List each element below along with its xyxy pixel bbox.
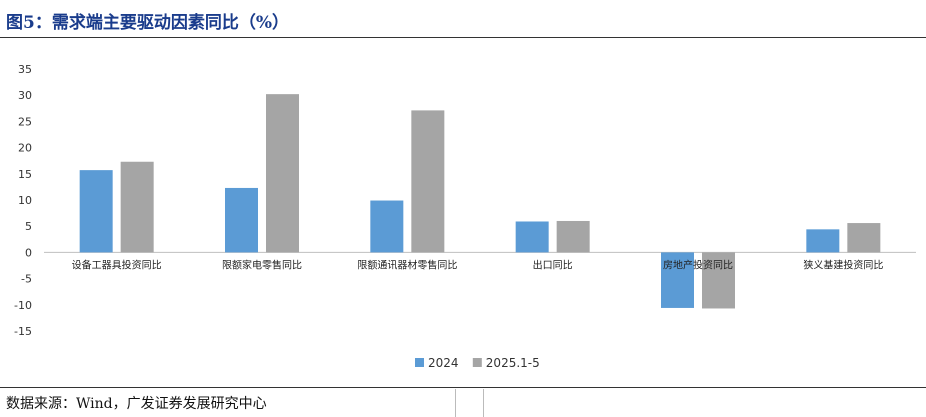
y-tick-label: 20 — [18, 142, 32, 155]
y-tick-label: 15 — [18, 168, 32, 181]
data-source-note: 数据来源：Wind，广发证券发展研究中心 — [6, 396, 267, 412]
category-label: 房地产投资同比 — [663, 258, 733, 271]
category-label: 出口同比 — [533, 258, 573, 271]
bar-2024 — [806, 229, 840, 253]
bar-2024 — [79, 170, 113, 253]
category-label: 限额通讯器材零售同比 — [357, 258, 457, 271]
bar-2025.1-5 — [120, 161, 154, 253]
y-tick-label: 30 — [18, 89, 32, 102]
bar-2024 — [661, 252, 694, 308]
y-tick-label: 35 — [18, 63, 32, 76]
y-tick-label: 5 — [25, 220, 32, 233]
y-tick-label: -10 — [14, 299, 32, 312]
bar-2025.1-5 — [411, 110, 445, 253]
bar-2024 — [515, 221, 549, 253]
bar-2025.1-5 — [266, 94, 299, 253]
y-tick-label: 0 — [25, 246, 32, 259]
legend-label: 2025.1-5 — [486, 356, 540, 370]
bar-2025.1-5 — [702, 252, 735, 309]
y-tick-label: 25 — [18, 115, 32, 128]
bar-2024 — [225, 187, 258, 253]
legend-swatch — [472, 358, 482, 367]
bar-2025.1-5 — [847, 223, 881, 253]
y-tick-label: -5 — [21, 273, 32, 286]
category-label: 狭义基建投资同比 — [803, 258, 883, 271]
footer-separator — [483, 389, 484, 417]
category-label: 限额家电零售同比 — [222, 258, 302, 271]
category-label: 设备工器具投资同比 — [72, 258, 162, 271]
y-tick-label: 10 — [18, 194, 32, 207]
bar-2025.1-5 — [556, 220, 590, 253]
footer-divider — [0, 387, 926, 388]
bar-chart: 35 30 25 20 15 10 5 0 -5 -10 -15 设备工器具投资同比 限额家电零售同比 限… — [14, 63, 916, 370]
title-divider — [0, 37, 926, 38]
bar-2024 — [370, 200, 404, 253]
footer-separator — [455, 389, 456, 417]
chart-title: 图5：需求端主要驱动因素同比（%） — [6, 13, 289, 33]
legend-label: 2024 — [428, 356, 459, 370]
y-tick-label: -15 — [14, 325, 32, 338]
legend-swatch — [415, 358, 424, 367]
